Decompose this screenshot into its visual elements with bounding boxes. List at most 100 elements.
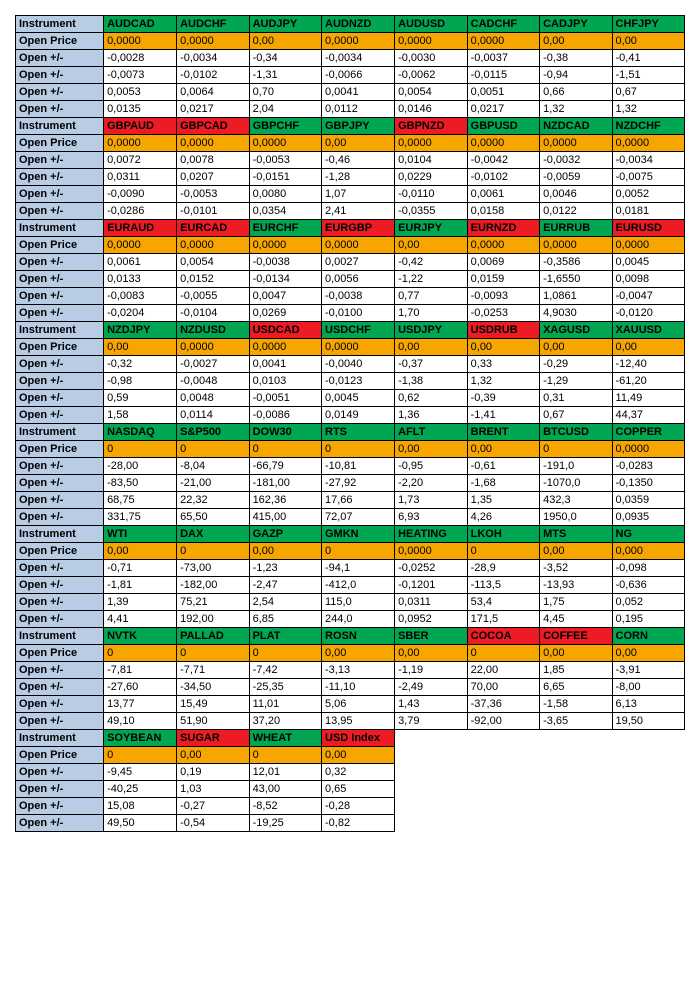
open-price-cell: 0,0000 [177, 237, 249, 254]
data-cell: 13,95 [322, 713, 395, 730]
row-label-open-price: Open Price [16, 747, 104, 764]
instrument-cell: S&P500 [177, 424, 249, 441]
data-cell: 0,0080 [249, 186, 321, 203]
instrument-cell: DOW30 [249, 424, 321, 441]
instrument-cell: AUDCAD [104, 16, 177, 33]
open-pm-row: Open +/--27,60-34,50-25,35-11,10-2,4970,… [16, 679, 685, 696]
data-cell: -0,0110 [395, 186, 468, 203]
open-pm-row: Open +/-1,3975,212,54115,00,031153,41,75… [16, 594, 685, 611]
data-cell: -94,1 [322, 560, 395, 577]
instrument-cell: SUGAR [177, 730, 249, 747]
data-cell: -0,82 [322, 815, 395, 832]
data-cell: -11,10 [322, 679, 395, 696]
instrument-row: InstrumentEURAUDEURCADEURCHFEURGBPEURJPY… [16, 220, 685, 237]
open-price-cell: 0,0000 [249, 237, 321, 254]
open-price-cell: 0,0000 [467, 33, 539, 50]
data-cell: -1,68 [467, 475, 539, 492]
instrument-cell: GBPJPY [322, 118, 395, 135]
row-label-open-pm: Open +/- [16, 169, 104, 186]
row-label-open-pm: Open +/- [16, 509, 104, 526]
data-cell: 1,58 [104, 407, 177, 424]
open-price-cell: 0,0000 [612, 237, 684, 254]
data-cell: -73,00 [177, 560, 249, 577]
instrument-cell: GBPUSD [467, 118, 539, 135]
data-cell: 0,0045 [612, 254, 684, 271]
open-price-cell: 0,00 [104, 543, 177, 560]
row-label-instrument: Instrument [16, 322, 104, 339]
data-cell: 1,36 [395, 407, 468, 424]
instrument-cell: EURCHF [249, 220, 321, 237]
instrument-cell: EURGBP [322, 220, 395, 237]
instrument-cell: AUDJPY [249, 16, 321, 33]
data-cell: -113,5 [467, 577, 539, 594]
open-price-cell: 0,00 [249, 543, 321, 560]
data-cell: -0,1201 [395, 577, 468, 594]
data-cell: 0,0122 [540, 203, 612, 220]
data-cell: 415,00 [249, 509, 321, 526]
row-label-open-pm: Open +/- [16, 50, 104, 67]
data-cell: 72,07 [322, 509, 395, 526]
instrument-cell: EURJPY [395, 220, 468, 237]
data-cell: 22,00 [467, 662, 539, 679]
data-cell: -0,94 [540, 67, 612, 84]
instrument-cell: AUDCHF [177, 16, 249, 33]
data-cell: 0,0048 [177, 390, 249, 407]
open-pm-row: Open +/-68,7522,32162,3617,661,731,35432… [16, 492, 685, 509]
data-cell: -0,0123 [322, 373, 395, 390]
data-cell: 4,45 [540, 611, 612, 628]
row-label-instrument: Instrument [16, 118, 104, 135]
instrument-cell: CADCHF [467, 16, 539, 33]
instrument-row: InstrumentSOYBEANSUGARWHEATUSD Index [16, 730, 685, 747]
data-cell: 0,0053 [104, 84, 177, 101]
open-pm-row: Open +/--0,32-0,00270,0041-0,0040-0,370,… [16, 356, 685, 373]
instrument-cell: WTI [104, 526, 177, 543]
data-cell: 0,0158 [467, 203, 539, 220]
instrument-cell: CHFJPY [612, 16, 684, 33]
data-cell: 13,77 [104, 696, 177, 713]
data-cell: 0,0114 [177, 407, 249, 424]
data-cell: -0,0059 [540, 169, 612, 186]
data-cell: -0,0252 [395, 560, 468, 577]
row-label-open-pm: Open +/- [16, 458, 104, 475]
instrument-cell: NVTK [104, 628, 177, 645]
data-cell: 49,10 [104, 713, 177, 730]
data-cell: 1,07 [322, 186, 395, 203]
data-cell: 0,67 [612, 84, 684, 101]
open-pm-row: Open +/-0,00720,0078-0,0053-0,460,0104-0… [16, 152, 685, 169]
open-price-cell: 0,000 [612, 543, 684, 560]
data-cell: 53,4 [467, 594, 539, 611]
data-cell: 0,0078 [177, 152, 249, 169]
row-label-open-price: Open Price [16, 339, 104, 356]
data-cell: 11,49 [612, 390, 684, 407]
data-cell: -28,00 [104, 458, 177, 475]
row-label-open-pm: Open +/- [16, 662, 104, 679]
data-cell: -0,0120 [612, 305, 684, 322]
open-pm-row: Open +/-13,7715,4911,015,061,43-37,36-1,… [16, 696, 685, 713]
instrument-cell: GBPNZD [395, 118, 468, 135]
data-cell: 162,36 [249, 492, 321, 509]
data-cell: -0,0101 [177, 203, 249, 220]
data-cell: -2,20 [395, 475, 468, 492]
open-pm-row: Open +/--28,00-8,04-66,79-10,81-0,95-0,6… [16, 458, 685, 475]
open-pm-row: Open +/-331,7565,50415,0072,076,934,2619… [16, 509, 685, 526]
data-cell: -0,95 [395, 458, 468, 475]
data-cell: -3,52 [540, 560, 612, 577]
row-label-instrument: Instrument [16, 424, 104, 441]
data-cell: -40,25 [104, 781, 177, 798]
open-price-cell: 0,00 [249, 33, 321, 50]
data-cell: 51,90 [177, 713, 249, 730]
open-price-cell: 0,00 [540, 543, 612, 560]
instrument-cell: NZDCAD [540, 118, 612, 135]
data-cell: 3,79 [395, 713, 468, 730]
data-cell: 0,0064 [177, 84, 249, 101]
data-cell: 11,01 [249, 696, 321, 713]
instrument-cell: MTS [540, 526, 612, 543]
data-cell: -0,0047 [612, 288, 684, 305]
data-cell: 0,0098 [612, 271, 684, 288]
open-pm-row: Open +/--83,50-21,00-181,00-27,92-2,20-1… [16, 475, 685, 492]
instrument-cell: USDCHF [322, 322, 395, 339]
instrument-row: InstrumentNZDJPYNZDUSDUSDCADUSDCHFUSDJPY… [16, 322, 685, 339]
data-cell: -0,0115 [467, 67, 539, 84]
data-cell: 192,00 [177, 611, 249, 628]
data-cell: 4,41 [104, 611, 177, 628]
